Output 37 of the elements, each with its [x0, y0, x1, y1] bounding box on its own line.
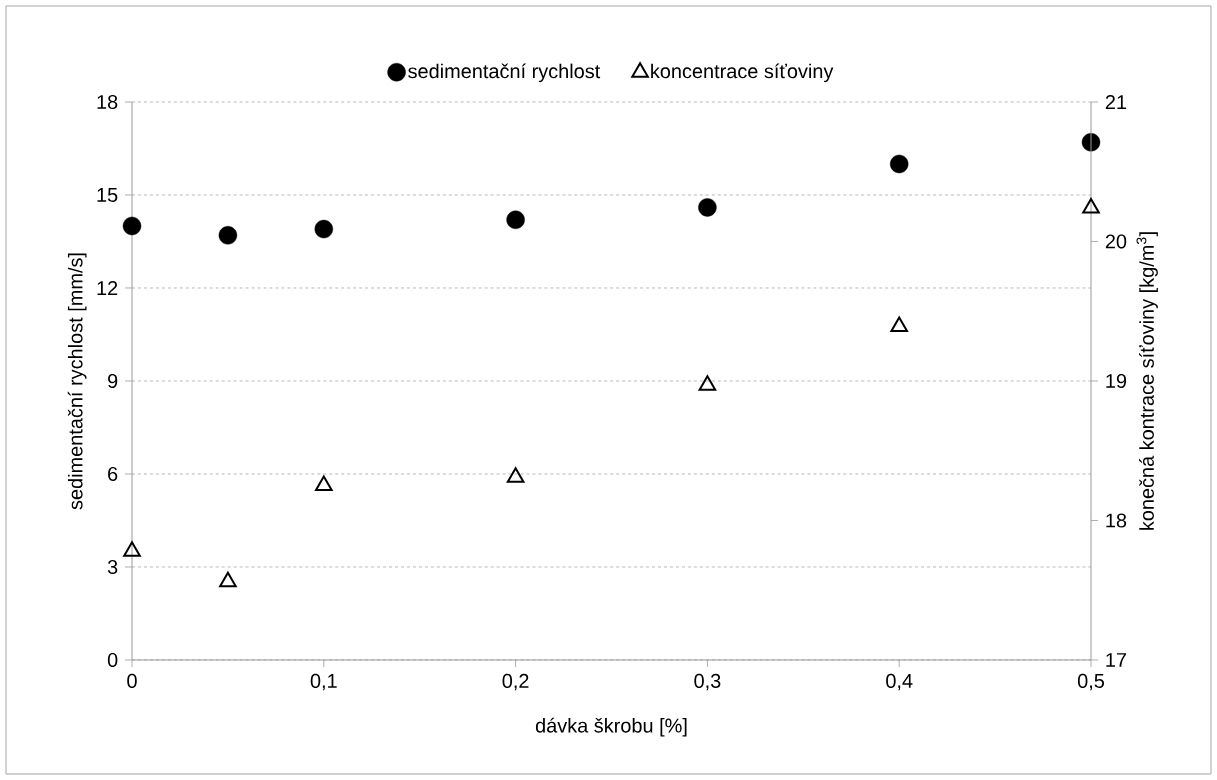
point: [123, 541, 141, 557]
x-tick-label: 0,4: [886, 673, 913, 691]
y2-axis-title: konečná kontrace síťoviny [kg/m$^{3}$]: [1136, 232, 1158, 530]
point: [890, 154, 909, 174]
x-tick-label: 0,3: [694, 673, 721, 691]
y-tick-label: 9: [108, 373, 118, 389]
legend-label: sedimentační rychlost: [408, 63, 601, 83]
point: [219, 571, 237, 588]
y2-tick-label: 19: [1106, 373, 1127, 389]
point: [314, 219, 334, 239]
x-tick-label: 0: [127, 673, 137, 688]
y2-tick-label: 20: [1105, 234, 1127, 249]
y2-tick-label: 18: [1106, 513, 1127, 528]
point: [315, 475, 333, 492]
y2-tick-label: 17: [1106, 653, 1127, 667]
x-tick-label: 0,2: [502, 673, 529, 691]
x-tick-label: 0,1: [310, 673, 337, 691]
point: [1082, 198, 1100, 214]
point: [506, 467, 525, 483]
y-tick-label: 3: [107, 559, 118, 575]
x-axis-title: dávka škrobu [%]: [535, 717, 687, 737]
point: [218, 226, 238, 245]
y-tick-label: 0: [107, 652, 118, 668]
point: [122, 216, 142, 236]
y-tick-label: 15: [97, 188, 118, 202]
point: [890, 316, 909, 333]
point: [1081, 133, 1101, 152]
x-tick-label: 0,5: [1077, 673, 1105, 691]
y-axis-title: sedimentační rychlost [mm/s]: [67, 253, 87, 510]
point: [698, 198, 717, 217]
point: [506, 210, 525, 229]
legend-label: koncentrace síťoviny: [651, 63, 834, 83]
y2-tick-label: 21: [1105, 95, 1127, 109]
y-tick-label: 6: [108, 466, 118, 482]
y-tick-label: 18: [97, 94, 118, 110]
y-tick-label: 12: [97, 281, 118, 295]
point: [698, 375, 717, 391]
